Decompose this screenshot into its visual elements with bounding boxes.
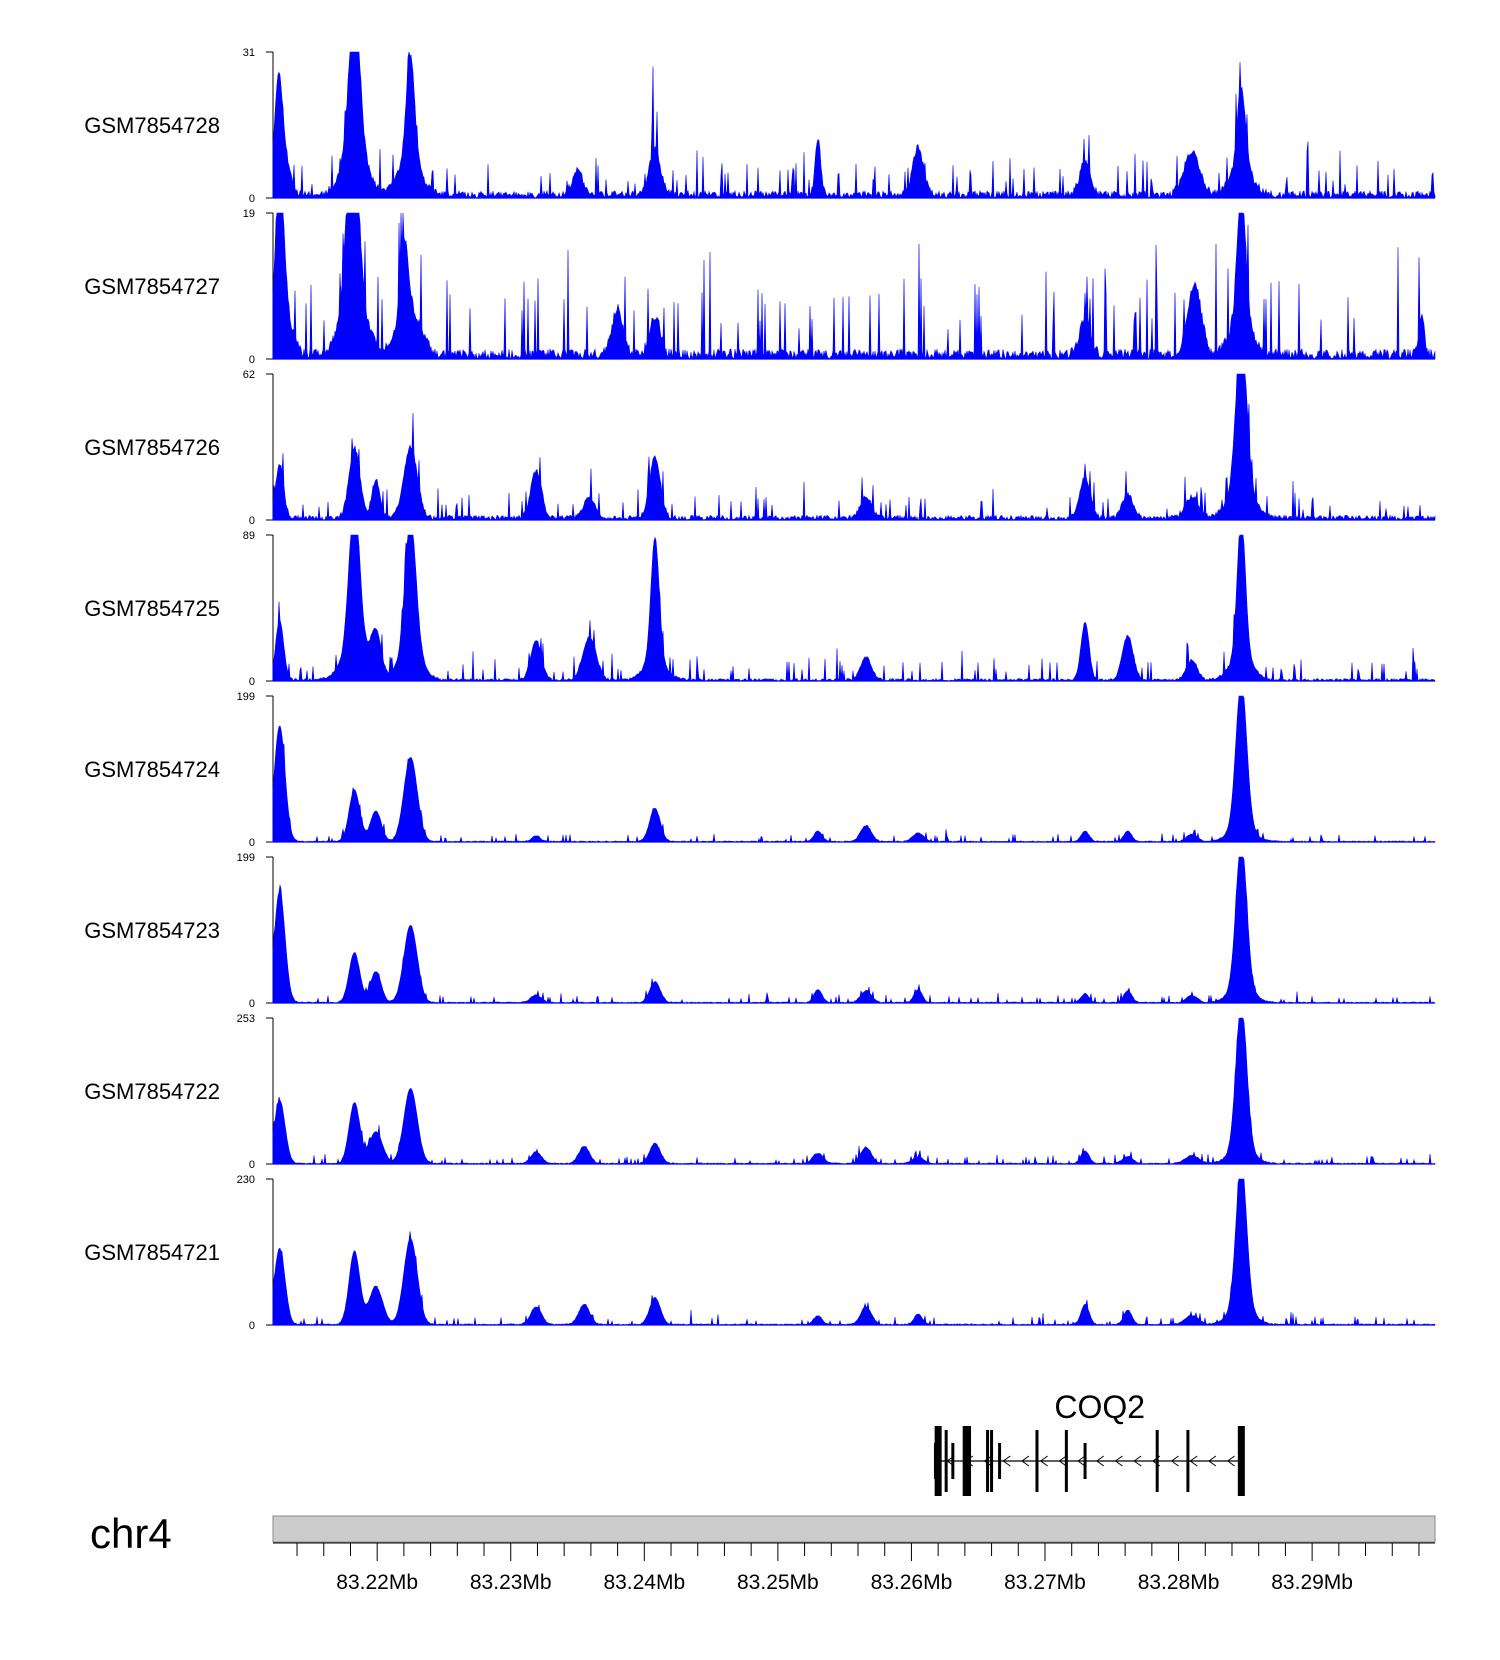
x-tick-label: 83.25Mb	[737, 1571, 819, 1594]
x-tick-label: 83.24Mb	[603, 1571, 685, 1594]
coverage-area	[272, 1017, 1436, 1166]
track-GSM7854721: GSM7854721 230 0	[84, 1174, 1436, 1332]
track-label: GSM7854727	[84, 274, 220, 299]
coverage-area	[272, 695, 1436, 843]
gene-annotation-track: COQ2	[933, 1389, 1245, 1496]
track-GSM7854723: GSM7854723 199 0	[84, 852, 1436, 1010]
y-max-label: 230	[237, 1174, 255, 1186]
coverage-area	[272, 856, 1436, 1004]
track-GSM7854725: GSM7854725 89 0	[84, 530, 1436, 688]
gene-exon	[951, 1443, 955, 1479]
y-min-label: 0	[249, 998, 255, 1010]
gene-exon	[986, 1430, 990, 1492]
x-tick-label: 83.27Mb	[1004, 1571, 1086, 1594]
coverage-area	[272, 51, 1436, 199]
coverage-area	[272, 373, 1436, 521]
y-min-label: 0	[249, 354, 255, 366]
gene-exon	[1035, 1430, 1039, 1492]
track-GSM7854728: GSM7854728 31 0	[84, 47, 1436, 205]
y-max-label: 199	[237, 852, 255, 864]
genome-axis: chr4 83.22Mb 83.23Mb 83.24Mb 83.25Mb 83.26Mb 8…	[90, 1510, 1436, 1594]
coverage-area	[272, 1178, 1436, 1326]
x-tick-label: 83.26Mb	[871, 1571, 953, 1594]
gene-exon	[990, 1430, 994, 1492]
chromosome-label: chr4	[90, 1510, 172, 1557]
coverage-area	[272, 212, 1436, 361]
track-GSM7854724: GSM7854724 199 0	[84, 691, 1436, 849]
strand-arrow	[1208, 1455, 1217, 1467]
strand-arrow	[1170, 1455, 1179, 1467]
strand-arrow	[1058, 1455, 1067, 1467]
track-GSM7854722: GSM7854722 253 0	[84, 1013, 1436, 1171]
y-max-label: 19	[243, 208, 255, 220]
strand-arrow	[1021, 1455, 1030, 1467]
strand-arrow	[1226, 1455, 1235, 1467]
x-tick-label: 83.28Mb	[1138, 1571, 1220, 1594]
x-tick-label: 83.29Mb	[1271, 1571, 1353, 1594]
strand-arrow	[983, 1455, 992, 1467]
track-label: GSM7854724	[84, 757, 220, 782]
y-min-label: 0	[249, 193, 255, 205]
track-GSM7854727: GSM7854727 19 0	[84, 208, 1436, 366]
track-label: GSM7854728	[84, 113, 220, 138]
track-GSM7854726: GSM7854726 62 0	[84, 369, 1436, 527]
strand-arrow	[1095, 1455, 1105, 1467]
coverage-tracks: GSM7854728310GSM7854727190GSM7854726620G…	[84, 47, 1436, 1332]
gene-name-label: COQ2	[1054, 1389, 1145, 1425]
gene-exon	[967, 1443, 971, 1479]
track-label: GSM7854725	[84, 596, 220, 621]
track-label: GSM7854726	[84, 435, 220, 460]
gene-exon	[1155, 1430, 1159, 1492]
y-max-label: 62	[243, 369, 255, 381]
track-label: GSM7854722	[84, 1079, 220, 1104]
strand-arrow	[1114, 1455, 1123, 1467]
strand-arrow	[1133, 1455, 1142, 1467]
y-min-label: 0	[249, 1320, 255, 1332]
strand-arrow	[1002, 1455, 1011, 1467]
x-tick-label: 83.22Mb	[336, 1571, 418, 1594]
coverage-area	[272, 534, 1436, 682]
strand-arrow	[1077, 1455, 1086, 1467]
strand-arrow	[1039, 1455, 1048, 1467]
gene-exon	[1083, 1443, 1087, 1479]
strand-arrow	[1189, 1455, 1198, 1467]
y-max-label: 31	[243, 47, 255, 59]
gene-exon	[1064, 1430, 1068, 1492]
y-min-label: 0	[249, 676, 255, 688]
y-max-label: 253	[237, 1013, 255, 1025]
gene-exon	[934, 1426, 942, 1496]
y-max-label: 199	[237, 691, 255, 703]
gene-exon	[1186, 1430, 1190, 1492]
chromosome-bar	[272, 1515, 1436, 1543]
track-label: GSM7854721	[84, 1240, 220, 1265]
track-label: GSM7854723	[84, 918, 220, 943]
x-tick-label: 83.23Mb	[470, 1571, 552, 1594]
gene-exon	[944, 1430, 948, 1492]
y-min-label: 0	[249, 515, 255, 527]
y-min-label: 0	[249, 1159, 255, 1171]
gene-exon	[1237, 1426, 1245, 1496]
y-min-label: 0	[249, 837, 255, 849]
gene-exon	[998, 1443, 1002, 1479]
y-max-label: 89	[243, 530, 255, 542]
